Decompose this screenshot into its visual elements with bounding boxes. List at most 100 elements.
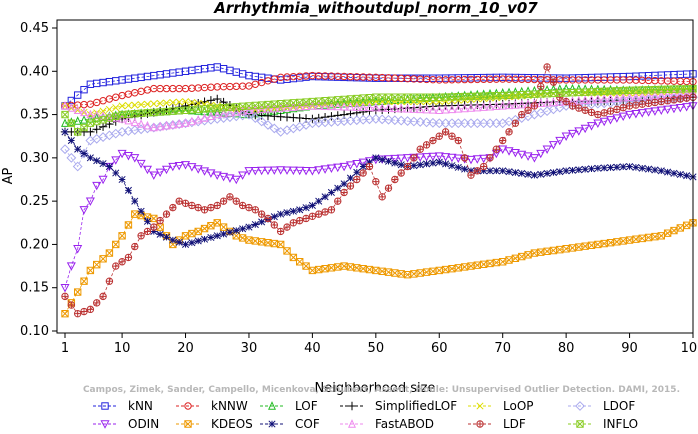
legend-label: kNN [128, 399, 153, 413]
data-point-odin [396, 154, 406, 163]
data-point-ldof [72, 161, 83, 172]
legend-item-knnw: kNNW [176, 399, 248, 413]
data-point-fastabod [505, 100, 514, 110]
data-point-ldof [370, 113, 381, 124]
data-point-ldf [645, 100, 652, 107]
series-cof [61, 128, 697, 248]
x-tick-label: 70 [494, 341, 511, 356]
data-point-odin [326, 164, 336, 174]
data-point-ldf [518, 111, 525, 118]
legend-label: COF [295, 417, 320, 431]
data-point-fastabod [447, 104, 456, 114]
data-point-simplifiedlof [181, 101, 190, 111]
data-point-kdeos [334, 263, 342, 271]
data-point-lof [340, 98, 349, 108]
data-point-fastabod [587, 94, 596, 104]
data-point-odin [682, 103, 692, 112]
data-point-loop [74, 106, 82, 114]
data-point-loop [105, 105, 113, 113]
series-knnw [61, 71, 697, 110]
data-point-odin [644, 108, 654, 117]
data-point-cof [416, 161, 424, 169]
data-point-ldf [239, 202, 246, 209]
data-point-kdeos [486, 259, 494, 268]
data-point-fastabod [352, 102, 361, 111]
legend-item-ldf: LDF [468, 417, 526, 431]
data-point-cof [676, 170, 684, 179]
data-point-ldf [429, 137, 437, 144]
data-point-odin [307, 167, 317, 176]
data-point-cof [334, 184, 342, 192]
data-point-cof [308, 201, 316, 210]
data-point-ldf [505, 128, 513, 136]
data-point-cof [613, 163, 621, 171]
data-point-fastabod [422, 104, 431, 114]
data-point-cof [365, 158, 374, 166]
data-point-fastabod [650, 90, 659, 100]
data-point-ldf [569, 102, 576, 110]
data-point-fastabod [168, 120, 177, 129]
data-point-odin [282, 166, 292, 175]
data-point-fastabod [555, 97, 564, 106]
data-point-ldof [447, 118, 457, 129]
data-point-ldf [296, 217, 303, 224]
data-point-loop [137, 101, 145, 109]
data-point-odin [168, 162, 178, 172]
data-point-kdeos [403, 271, 412, 279]
data-point-cof [467, 167, 475, 175]
chart-title: Arrhythmia_withoutdupl_norm_10_v07 [213, 0, 538, 17]
legend-swatch-marker [476, 402, 484, 410]
data-point-knnw [124, 90, 133, 98]
data-point-cof [283, 209, 291, 217]
data-point-inflo [67, 119, 76, 127]
data-point-cof [372, 154, 380, 162]
data-point-cof [327, 188, 335, 197]
data-point-cof [530, 171, 538, 179]
data-point-odin [250, 166, 260, 176]
y-tick-label: 0.15 [20, 281, 49, 296]
data-point-odin [434, 152, 444, 161]
data-point-fastabod [187, 116, 196, 126]
data-point-odin [422, 153, 432, 162]
data-point-fastabod [264, 104, 272, 113]
data-point-kdeos [188, 229, 196, 238]
data-point-lof [86, 114, 95, 123]
data-point-cof [429, 159, 437, 167]
data-point-ldf [220, 197, 227, 205]
data-point-kdeos [194, 227, 202, 236]
data-point-odin [200, 167, 210, 176]
data-point-cof [188, 239, 196, 247]
data-point-cof [562, 167, 570, 175]
data-point-ldf [639, 100, 646, 108]
data-point-cof [213, 232, 221, 240]
data-point-ldf [188, 202, 196, 209]
data-point-ldf [664, 97, 671, 104]
data-point-ldof [396, 115, 407, 126]
data-point-fastabod [498, 101, 507, 110]
data-point-cof [537, 170, 545, 178]
y-tick-label: 0.40 [20, 64, 49, 79]
data-point-cof [486, 167, 494, 175]
data-point-odin [504, 147, 514, 156]
data-point-ldf [340, 189, 348, 196]
data-point-odin [257, 166, 267, 176]
data-point-kdeos [594, 240, 602, 249]
data-point-kdeos [207, 221, 215, 230]
data-point-ldof [415, 117, 426, 127]
data-point-fastabod [308, 101, 317, 110]
data-point-kdeos [131, 210, 139, 218]
data-point-cof [632, 163, 640, 171]
legend-item-inflo: INFLO [568, 417, 638, 431]
data-point-lof [80, 115, 89, 124]
data-point-kdeos [315, 265, 323, 274]
data-point-ldof [434, 118, 445, 129]
data-point-kdeos [473, 261, 482, 269]
data-point-fastabod [631, 91, 640, 101]
data-point-odin [656, 106, 666, 116]
data-point-fastabod [346, 102, 355, 111]
data-point-cof [105, 162, 113, 171]
data-point-ldf [99, 293, 107, 300]
data-point-fastabod [428, 105, 437, 114]
legend-swatch-marker [348, 419, 356, 428]
data-point-odin [212, 171, 222, 180]
